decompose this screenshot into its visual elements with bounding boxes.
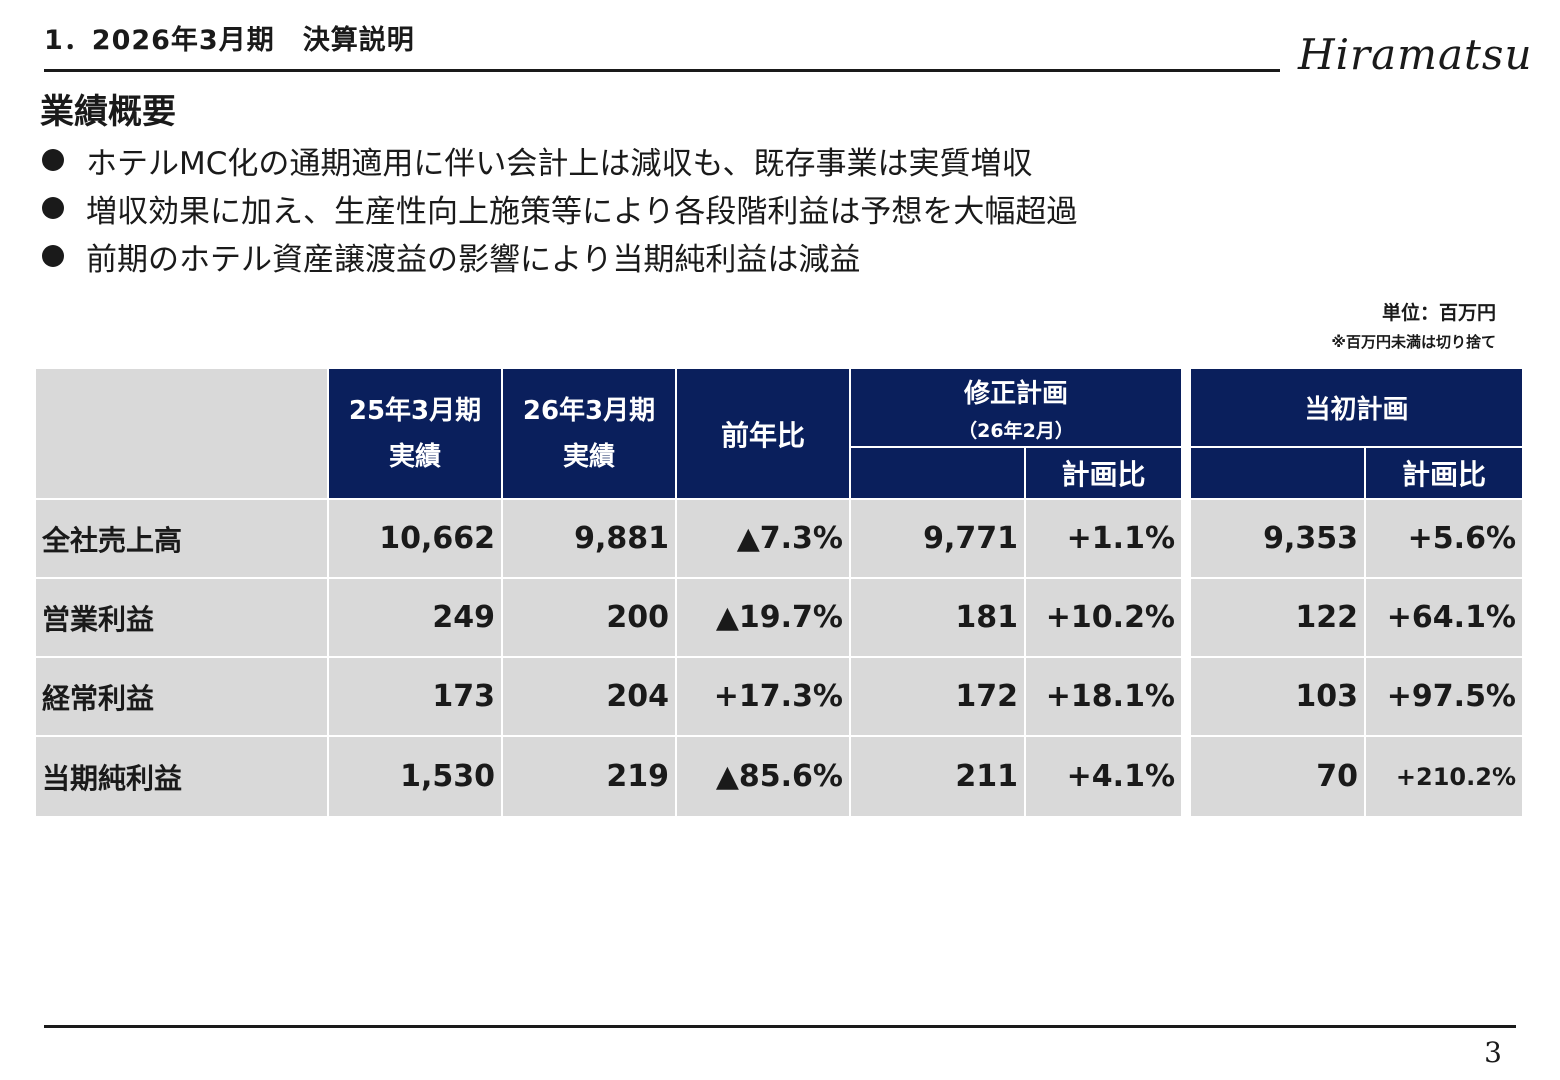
bullet-list: ホテルMC化の通期適用に伴い会計上は減収も、既存事業は実質増収 増収効果に加え、… xyxy=(42,136,1077,280)
header-initial-plan-blank xyxy=(1191,448,1364,498)
cell-revised-ratio: +4.1% xyxy=(1026,737,1181,816)
bullet-dot-icon xyxy=(42,197,64,219)
cell-fy25: 173 xyxy=(329,658,501,735)
header-fy26-line2: 実績 xyxy=(562,441,615,472)
bullet-dot-icon xyxy=(42,149,64,171)
page-number: 3 xyxy=(1484,1036,1502,1069)
cell-fy25: 1,530 xyxy=(329,737,501,816)
section-title: 1．2026年3月期 決算説明 xyxy=(44,25,415,56)
cell-fy26: 200 xyxy=(503,579,675,656)
header-revised-plan-date: （26年2月） xyxy=(958,419,1074,442)
company-logo: Hiramatsu xyxy=(1298,30,1533,79)
slide-heading: 業績概要 xyxy=(40,92,176,132)
cell-initial: 9,353 xyxy=(1191,500,1364,577)
cell-revised: 211 xyxy=(851,737,1024,816)
header-initial-ratio-label: 計画比 xyxy=(1401,458,1486,491)
header-fy25-line1: 25年3月期 xyxy=(348,395,482,426)
row-label: 営業利益 xyxy=(36,579,327,656)
cell-fy25: 249 xyxy=(329,579,501,656)
bullet-item: 前期のホテル資産譲渡益の影響により当期純利益は減益 xyxy=(42,232,1077,280)
header-initial-plan-label: 当初計画 xyxy=(1304,395,1409,425)
bullet-text: ホテルMC化の通期適用に伴い会計上は減収も、既存事業は実質増収 xyxy=(86,145,1033,182)
header-yoy-label: 前年比 xyxy=(720,418,805,452)
header-yoy: 前年比 xyxy=(677,369,849,498)
cell-fy25: 10,662 xyxy=(329,500,501,577)
top-rule xyxy=(44,69,1280,72)
header-fy26: 26年3月期 実績 xyxy=(503,369,675,498)
bullet-item: 増収効果に加え、生産性向上施策等により各段階利益は予想を大幅超過 xyxy=(42,184,1077,232)
header-revised-ratio: 計画比 xyxy=(1026,448,1181,498)
bullet-dot-icon xyxy=(42,245,64,267)
unit-note: 単位：百万円 ※百万円未満は切り捨て xyxy=(1331,298,1496,352)
cell-yoy: ▲19.7% xyxy=(677,579,849,656)
bullet-text: 増収効果に加え、生産性向上施策等により各段階利益は予想を大幅超過 xyxy=(86,193,1078,230)
cell-initial-ratio: +5.6% xyxy=(1366,500,1522,577)
row-label: 経常利益 xyxy=(36,658,327,735)
unit-label: 単位：百万円 xyxy=(1381,302,1496,324)
cell-yoy: +17.3% xyxy=(677,658,849,735)
cell-initial: 103 xyxy=(1191,658,1364,735)
cell-yoy: ▲85.6% xyxy=(677,737,849,816)
cell-fy26: 219 xyxy=(503,737,675,816)
cell-fy26: 9,881 xyxy=(503,500,675,577)
header-fy25-line2: 実績 xyxy=(388,441,441,472)
cell-yoy: ▲7.3% xyxy=(677,500,849,577)
header-initial-plan: 当初計画 xyxy=(1191,369,1522,446)
cell-revised-ratio: +10.2% xyxy=(1026,579,1181,656)
cell-revised: 181 xyxy=(851,579,1024,656)
header-fy25: 25年3月期 実績 xyxy=(329,369,501,498)
header-initial-ratio: 計画比 xyxy=(1366,448,1522,498)
header-fy26-line1: 26年3月期 xyxy=(522,395,656,426)
header-revised-ratio-label: 計画比 xyxy=(1061,458,1146,491)
bullet-text: 前期のホテル資産譲渡益の影響により当期純利益は減益 xyxy=(86,241,861,278)
row-label: 全社売上高 xyxy=(36,500,327,577)
header-revised-plan-blank xyxy=(851,448,1024,498)
cell-initial-ratio: +64.1% xyxy=(1366,579,1522,656)
cell-revised: 9,771 xyxy=(851,500,1024,577)
header-revised-plan: 修正計画 （26年2月） xyxy=(851,369,1181,446)
rounding-note: ※百万円未満は切り捨て xyxy=(1331,333,1496,351)
header-revised-plan-label: 修正計画 xyxy=(963,378,1068,409)
cell-initial-ratio: +97.5% xyxy=(1366,658,1522,735)
cell-initial: 122 xyxy=(1191,579,1364,656)
bottom-rule xyxy=(44,1025,1516,1028)
cell-initial-ratio: +210.2% xyxy=(1366,737,1522,816)
cell-revised-ratio: +1.1% xyxy=(1026,500,1181,577)
cell-revised: 172 xyxy=(851,658,1024,735)
row-label: 当期純利益 xyxy=(36,737,327,816)
bullet-item: ホテルMC化の通期適用に伴い会計上は減収も、既存事業は実質増収 xyxy=(42,136,1077,184)
cell-revised-ratio: +18.1% xyxy=(1026,658,1181,735)
header-blank-cell xyxy=(36,369,327,498)
cell-initial: 70 xyxy=(1191,737,1364,816)
cell-fy26: 204 xyxy=(503,658,675,735)
